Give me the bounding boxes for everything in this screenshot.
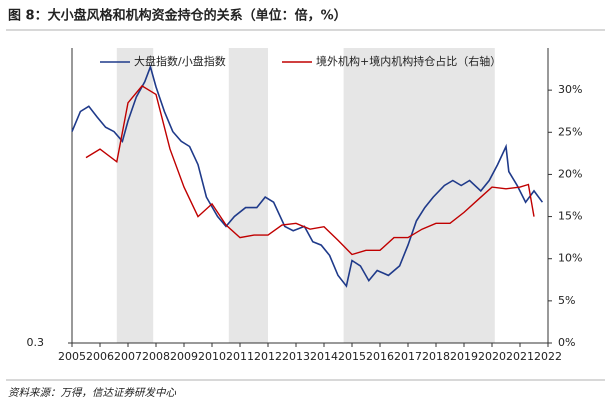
y2-tick-label: 10% <box>558 252 582 265</box>
x-tick-label: 2012 <box>254 350 282 363</box>
series-line <box>85 84 535 256</box>
x-tick-label: 2022 <box>534 350 562 363</box>
x-tick-label: 2015 <box>338 350 366 363</box>
x-tick-label: 2020 <box>478 350 506 363</box>
x-tick-label: 2013 <box>282 350 310 363</box>
x-tick-label: 2017 <box>394 350 422 363</box>
series-line <box>71 64 544 288</box>
x-tick-label: 2016 <box>366 350 394 363</box>
shaded-period <box>228 48 268 343</box>
chart-title: 图 8：大小盘风格和机构资金持仓的关系（单位：倍，%） <box>8 8 347 24</box>
legend-label: 大盘指数/小盘指数 <box>134 54 226 68</box>
y2-tick-label: 0% <box>558 336 575 349</box>
y2-tick-label: 5% <box>558 294 575 307</box>
x-tick-label: 2021 <box>506 350 534 363</box>
y2-tick-label: 20% <box>558 167 582 180</box>
x-tick-label: 2006 <box>86 350 114 363</box>
x-tick-label: 2007 <box>114 350 142 363</box>
x-tick-label: 2019 <box>450 350 478 363</box>
x-tick-label: 2005 <box>58 350 86 363</box>
x-tick-label: 2008 <box>142 350 170 363</box>
y2-tick-label: 15% <box>558 210 582 223</box>
x-tick-label: 2018 <box>422 350 450 363</box>
x-tick-label: 2011 <box>226 350 254 363</box>
legend-label: 境外机构+境内机构持仓占比（右轴） <box>316 54 501 68</box>
shaded-period <box>343 48 495 343</box>
y-tick-label: 0.3 <box>27 336 45 349</box>
y2-tick-label: 25% <box>558 125 582 138</box>
x-tick-label: 2009 <box>170 350 198 363</box>
x-tick-label: 2014 <box>310 350 338 363</box>
x-tick-label: 2010 <box>198 350 226 363</box>
shaded-period <box>116 48 154 343</box>
source: 资料来源：万得，信达证券研发中心 <box>8 387 176 399</box>
y2-tick-label: 30% <box>558 83 582 96</box>
